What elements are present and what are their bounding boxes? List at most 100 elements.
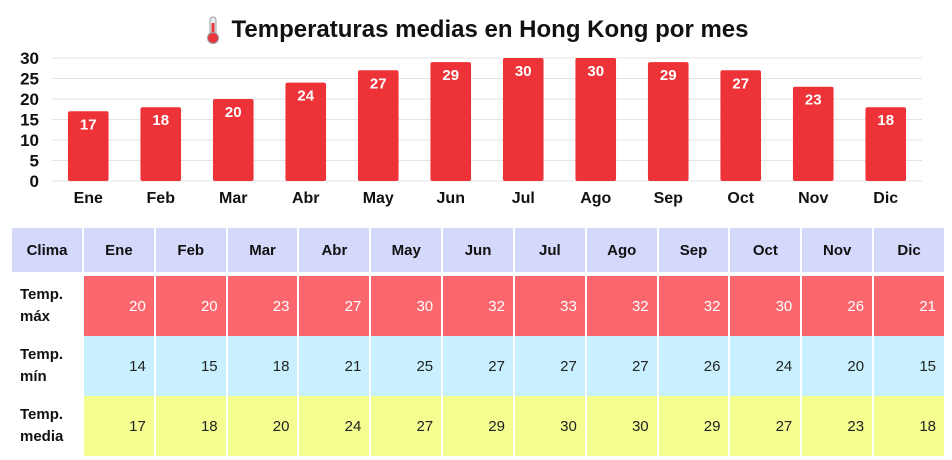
table-cell: 14 bbox=[84, 336, 154, 396]
table-cell: 18 bbox=[874, 396, 944, 456]
table-header-month: Ene bbox=[84, 228, 154, 276]
bars: 17 18 20 24 27 29 30 30 29 27 23 18 bbox=[67, 58, 907, 181]
x-tick-label: Mar bbox=[219, 190, 247, 207]
bar-data-label: 18 bbox=[152, 112, 169, 129]
table-cell: 30 bbox=[586, 396, 657, 456]
x-tick-label: Oct bbox=[727, 190, 754, 207]
bar-data-label: 30 bbox=[515, 63, 532, 80]
table-row-temp-max: Temp. máx 20 20 23 27 30 32 33 32 32 30 2… bbox=[12, 276, 944, 336]
x-tick-label: May bbox=[363, 190, 394, 207]
table-cell: 27 bbox=[443, 336, 513, 396]
table-cell: 27 bbox=[514, 336, 585, 396]
x-tick-label: Ene bbox=[74, 190, 103, 207]
chart-title: Temperaturas medias en Hong Kong por mes bbox=[0, 12, 952, 48]
bar-data-label: 24 bbox=[297, 88, 314, 105]
table-cell: 32 bbox=[443, 276, 513, 336]
table-cell: 21 bbox=[299, 336, 370, 396]
row-label: Temp. media bbox=[12, 396, 82, 456]
table-header-month: Jun bbox=[443, 228, 513, 276]
x-axis-ticks: Ene Feb Mar Abr May Jun Jul Ago Sep Oct Nov Dic bbox=[74, 190, 899, 207]
x-tick-label: Feb bbox=[147, 190, 176, 207]
climate-table: Clima Ene Feb Mar Abr May Jun Jul Ago Se… bbox=[10, 228, 946, 456]
table-header-month: Dic bbox=[874, 228, 944, 276]
bar bbox=[140, 107, 182, 181]
y-tick-label: 0 bbox=[30, 172, 39, 191]
x-tick-label: Nov bbox=[798, 190, 828, 207]
bar-data-label: 23 bbox=[805, 92, 822, 109]
table-cell: 30 bbox=[730, 276, 801, 336]
table-header-month: Oct bbox=[730, 228, 801, 276]
table-header-month: Feb bbox=[155, 228, 226, 276]
row-label: Temp. máx bbox=[12, 276, 82, 336]
y-tick-label: 30 bbox=[20, 49, 39, 68]
bar bbox=[285, 82, 327, 181]
table-cell: 24 bbox=[299, 396, 370, 456]
table-cell: 23 bbox=[227, 276, 298, 336]
bar bbox=[212, 99, 254, 181]
bar bbox=[865, 107, 907, 181]
table-cell: 20 bbox=[155, 276, 226, 336]
bar-data-label: 29 bbox=[660, 67, 677, 84]
bar-data-label: 18 bbox=[877, 112, 894, 129]
x-tick-label: Dic bbox=[873, 190, 898, 207]
table-cell: 24 bbox=[730, 336, 801, 396]
bar bbox=[792, 86, 834, 181]
x-tick-label: Jul bbox=[512, 190, 535, 207]
bar-data-label: 20 bbox=[225, 104, 242, 121]
table-header-row: Clima Ene Feb Mar Abr May Jun Jul Ago Se… bbox=[12, 228, 944, 276]
table-cell: 23 bbox=[802, 396, 873, 456]
bar-data-label: 27 bbox=[370, 75, 387, 92]
table-header-month: Jul bbox=[514, 228, 585, 276]
table-cell: 30 bbox=[371, 276, 442, 336]
table-cell: 32 bbox=[658, 276, 729, 336]
row-label: Temp. mín bbox=[12, 336, 82, 396]
bar bbox=[357, 70, 399, 181]
table-header-clima: Clima bbox=[12, 228, 82, 276]
x-tick-label: Ago bbox=[580, 190, 611, 207]
x-tick-label: Jun bbox=[437, 190, 465, 207]
table-header-month: Abr bbox=[299, 228, 370, 276]
bar-data-label: 17 bbox=[80, 116, 97, 133]
table-cell: 29 bbox=[443, 396, 513, 456]
bar bbox=[502, 58, 544, 181]
bar bbox=[67, 111, 109, 181]
grid-lines bbox=[52, 57, 922, 182]
table-cell: 27 bbox=[730, 396, 801, 456]
bar bbox=[720, 70, 762, 181]
table-cell: 15 bbox=[874, 336, 944, 396]
y-tick-label: 20 bbox=[20, 90, 39, 109]
table-cell: 26 bbox=[802, 276, 873, 336]
table-cell: 29 bbox=[658, 396, 729, 456]
y-tick-label: 15 bbox=[20, 111, 39, 130]
table-row-temp-media: Temp. media 17 18 20 24 27 29 30 30 29 27… bbox=[12, 396, 944, 456]
table-cell: 27 bbox=[586, 336, 657, 396]
table-row-temp-min: Temp. mín 14 15 18 21 25 27 27 27 26 24 2… bbox=[12, 336, 944, 396]
table-cell: 21 bbox=[874, 276, 944, 336]
y-tick-label: 25 bbox=[20, 70, 39, 89]
y-tick-label: 10 bbox=[20, 131, 39, 150]
table-cell: 33 bbox=[514, 276, 585, 336]
table-header-month: Mar bbox=[227, 228, 298, 276]
table-cell: 20 bbox=[84, 276, 154, 336]
table-cell: 18 bbox=[227, 336, 298, 396]
table-cell: 27 bbox=[371, 396, 442, 456]
table-cell: 17 bbox=[84, 396, 154, 456]
bar-data-label: 30 bbox=[587, 63, 604, 80]
table-cell: 20 bbox=[802, 336, 873, 396]
table-cell: 32 bbox=[586, 276, 657, 336]
table-header-month: Sep bbox=[658, 228, 729, 276]
table-cell: 25 bbox=[371, 336, 442, 396]
table-header-month: Nov bbox=[802, 228, 873, 276]
table-cell: 20 bbox=[227, 396, 298, 456]
table-cell: 27 bbox=[299, 276, 370, 336]
thermometer-icon bbox=[206, 16, 219, 44]
table-cell: 15 bbox=[155, 336, 226, 396]
x-tick-label: Sep bbox=[654, 190, 684, 207]
bar-data-label: 27 bbox=[732, 75, 749, 92]
bar bbox=[430, 62, 472, 181]
chart-title-text: Temperaturas medias en Hong Kong por mes bbox=[231, 16, 749, 43]
bar bbox=[647, 62, 689, 181]
table-cell: 18 bbox=[155, 396, 226, 456]
